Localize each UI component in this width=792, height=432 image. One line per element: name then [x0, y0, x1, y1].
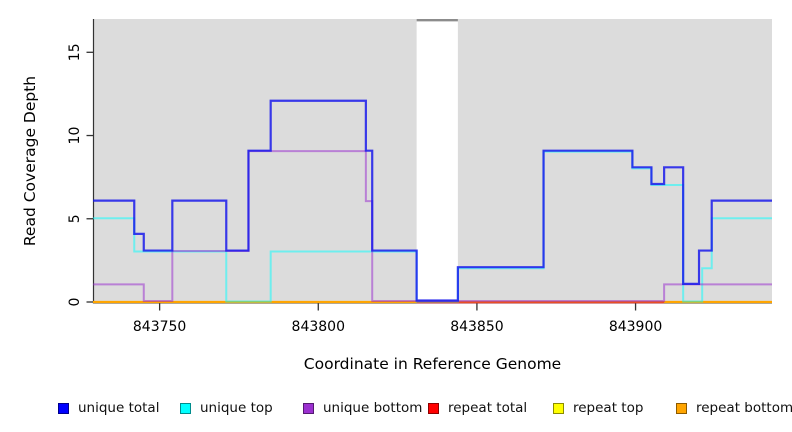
y-tick-label: 5 — [67, 214, 83, 223]
legend-label: repeat bottom — [696, 400, 792, 416]
x-axis-title: Coordinate in Reference Genome — [303, 355, 562, 373]
x-tick-label: 843750 — [133, 319, 186, 335]
y-tick-label: 15 — [67, 43, 83, 61]
legend-item-repeat-top: repeat top — [553, 397, 643, 419]
y-tick-label: 0 — [67, 298, 83, 307]
legend-item-repeat-total: repeat total — [428, 397, 527, 419]
legend-label: unique top — [200, 400, 273, 416]
y-tick-label: 10 — [67, 127, 83, 145]
legend-swatch-icon — [303, 402, 314, 414]
legend-item-unique-total: unique total — [58, 397, 159, 419]
legend-label: unique total — [78, 400, 160, 416]
legend-item-unique-top: unique top — [180, 397, 273, 419]
legend-swatch-icon — [553, 402, 564, 414]
legend-label: repeat total — [448, 400, 528, 416]
x-tick-label: 843900 — [609, 319, 662, 335]
legend-label: repeat top — [573, 400, 644, 416]
y-axis-title: Read Coverage Depth — [21, 75, 39, 247]
y-axis-ticks: 0 5 10 15 — [67, 43, 94, 306]
legend-swatch-icon — [676, 402, 687, 414]
legend: unique total unique top unique bottom repea… — [0, 397, 792, 421]
legend-label: unique bottom — [323, 400, 423, 416]
series-line-unique-bottom — [93, 150, 772, 302]
legend-swatch-icon — [180, 402, 191, 414]
series-line-unique-total — [93, 99, 772, 302]
legend-item-repeat-bottom: repeat bottom — [676, 397, 792, 419]
legend-swatch-icon — [58, 402, 69, 414]
legend-item-unique-bottom: unique bottom — [303, 397, 422, 419]
legend-swatch-icon — [428, 402, 439, 414]
x-tick-label: 843800 — [292, 319, 345, 335]
masked-region — [416, 19, 458, 304]
x-axis-ticks: 843750 843800 843850 843900 — [133, 303, 662, 335]
x-tick-label: 843850 — [450, 319, 503, 335]
